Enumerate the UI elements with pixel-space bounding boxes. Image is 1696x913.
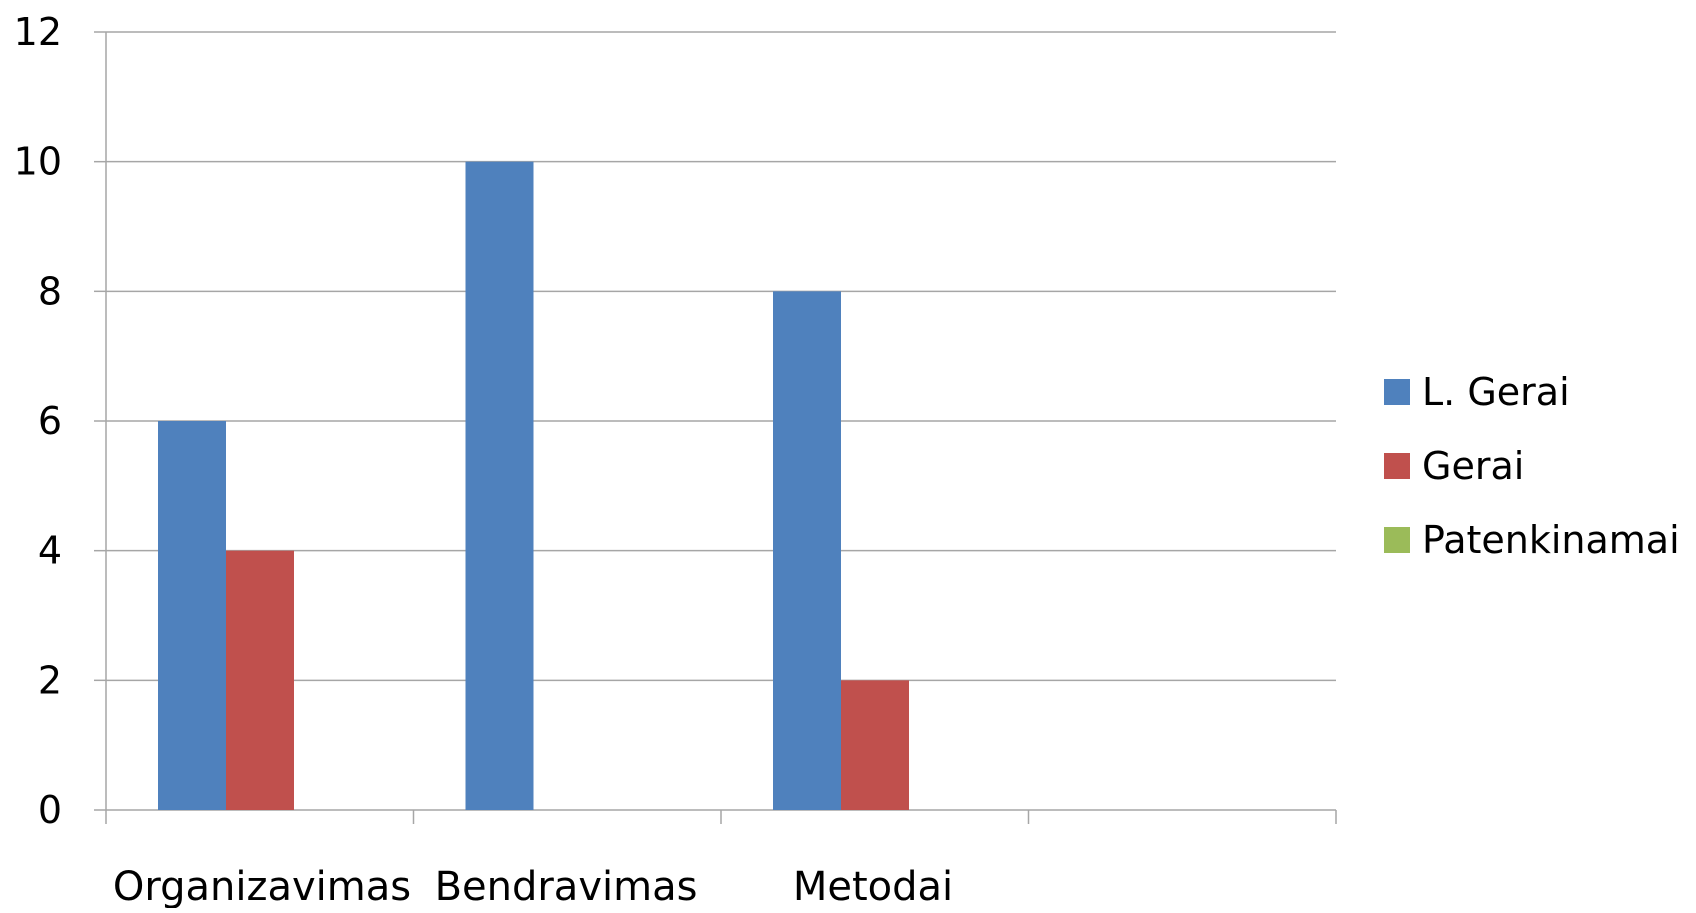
axes bbox=[94, 31, 1337, 824]
y-axis-tick-labels: 0 2 4 6 8 10 12 bbox=[14, 10, 62, 832]
legend-swatch bbox=[1384, 379, 1410, 405]
bars bbox=[158, 161, 909, 810]
legend-swatch bbox=[1384, 527, 1410, 553]
x-category-label: Organizavimas bbox=[113, 864, 411, 908]
legend-label: Gerai bbox=[1422, 444, 1524, 488]
legend-label: L. Gerai bbox=[1422, 370, 1570, 414]
bar-gerai-0 bbox=[226, 550, 294, 810]
x-category-label: Bendravimas bbox=[435, 864, 698, 908]
legend-swatch bbox=[1384, 453, 1410, 479]
gridlines bbox=[106, 31, 1336, 682]
x-axis-category-labels: Organizavimas Bendravimas Metodai bbox=[113, 864, 953, 910]
y-tick-label: 10 bbox=[14, 140, 62, 184]
y-tick-label: 0 bbox=[38, 788, 62, 832]
y-tick-label: 12 bbox=[14, 10, 62, 54]
legend: L. Gerai Gerai Patenkinamai bbox=[1384, 370, 1680, 562]
y-tick-label: 2 bbox=[38, 658, 62, 702]
bar-gerai-2 bbox=[841, 680, 909, 810]
bar-l-gerai-0 bbox=[158, 421, 226, 810]
x-category-label: Metodai bbox=[793, 864, 953, 908]
bar-l-gerai-1 bbox=[465, 161, 534, 810]
y-tick-label: 8 bbox=[38, 269, 62, 313]
bar-l-gerai-2 bbox=[773, 291, 841, 810]
y-tick-label: 6 bbox=[38, 399, 62, 443]
legend-label: Patenkinamai bbox=[1422, 518, 1680, 562]
y-tick-label: 4 bbox=[38, 529, 62, 573]
